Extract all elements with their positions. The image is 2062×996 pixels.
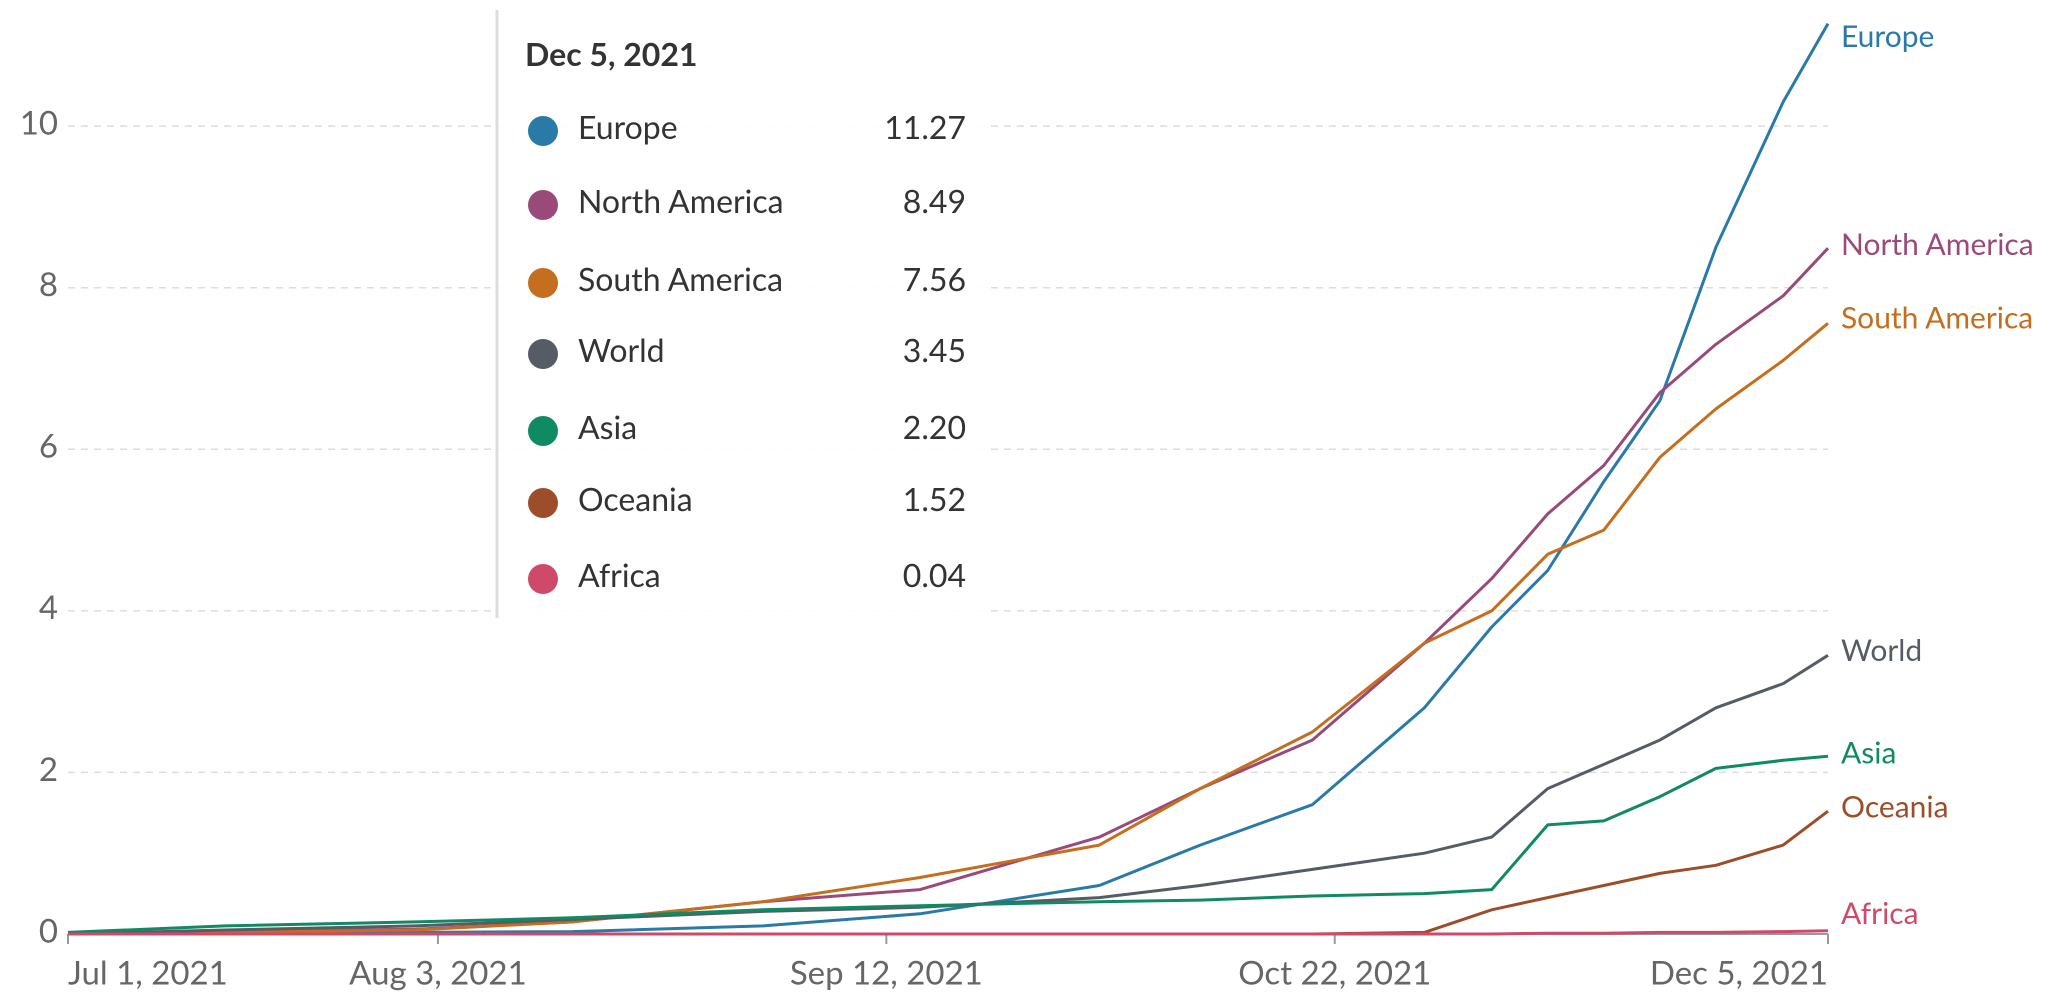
end-label: Europe — [1841, 18, 1934, 54]
tooltip-value: 0.04 — [903, 555, 966, 594]
legend-label: South America — [578, 259, 783, 298]
tooltip-value: 2.20 — [903, 407, 966, 446]
x-tick-label: Dec 5, 2021 — [1650, 952, 1828, 992]
legend-dot — [528, 564, 558, 594]
series-line — [68, 929, 1829, 936]
series-line — [67, 322, 1829, 936]
x-tick-label: Oct 22, 2021 — [1238, 952, 1431, 992]
legend-dot — [528, 339, 558, 369]
tooltip: Dec 5, 2021 Europe 11.27 North America 8.49 S… — [495, 10, 989, 618]
series-line — [67, 22, 1830, 936]
series-line — [67, 654, 1829, 936]
end-label: Africa — [1841, 895, 1919, 931]
legend-label: Asia — [578, 407, 637, 446]
end-label: World — [1841, 632, 1922, 668]
tooltip-box — [497, 10, 989, 618]
y-tick-label: 0 — [39, 910, 58, 950]
tooltip-title: Dec 5, 2021 — [525, 34, 697, 73]
end-label: South America — [1841, 299, 2033, 335]
legend-dot — [528, 268, 558, 298]
legend-label: Oceania — [578, 479, 693, 518]
y-tick-label: 4 — [39, 587, 58, 627]
y-tick-label: 8 — [39, 264, 58, 304]
x-tick-label: Aug 3, 2021 — [349, 952, 527, 992]
end-label: Asia — [1841, 735, 1896, 771]
x-tick-label: Sep 12, 2021 — [790, 952, 983, 992]
legend-dot — [528, 416, 558, 446]
end-label: Oceania — [1841, 789, 1948, 825]
y-tick-label: 2 — [39, 749, 58, 789]
tooltip-value: 11.27 — [884, 107, 966, 146]
y-tick-label: 6 — [39, 426, 58, 466]
end-label: North America — [1841, 226, 2034, 262]
series-line — [67, 754, 1829, 934]
tooltip-value: 3.45 — [903, 330, 966, 369]
y-tick-label: 10 — [20, 103, 58, 143]
legend-label: Europe — [578, 107, 678, 146]
tooltip-value: 8.49 — [903, 181, 966, 220]
legend-dot — [528, 116, 558, 146]
legend-label: World — [578, 330, 665, 369]
legend-label: North America — [578, 181, 784, 220]
tooltip-value: 1.52 — [903, 479, 966, 518]
tooltip-value: 7.56 — [903, 259, 966, 298]
legend-dot — [528, 190, 558, 220]
legend-dot — [528, 488, 558, 518]
x-tick-label: Jul 1, 2021 — [68, 952, 228, 992]
legend-label: Africa — [578, 555, 661, 594]
